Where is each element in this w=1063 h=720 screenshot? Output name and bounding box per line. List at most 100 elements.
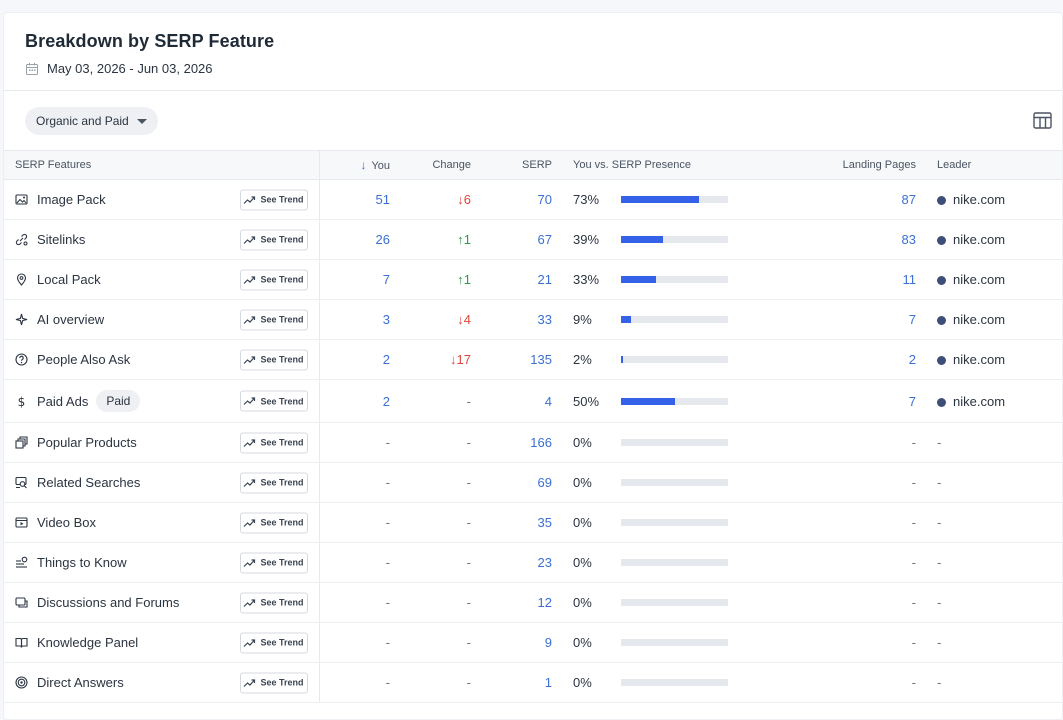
serp-cell: 12 xyxy=(471,582,552,623)
see-trend-button[interactable]: See Trend xyxy=(239,592,308,613)
see-trend-button[interactable]: See Trend xyxy=(239,309,308,330)
svg-text:$: $ xyxy=(18,395,26,408)
col-header-you-label: You xyxy=(371,160,390,172)
landing-value[interactable]: 83 xyxy=(901,232,916,247)
presence-percent: 9% xyxy=(573,312,592,327)
landing-value: - xyxy=(911,475,916,490)
see-trend-button[interactable]: See Trend xyxy=(239,672,308,693)
presence-bar xyxy=(621,479,728,486)
presence-bar-fill xyxy=(621,356,624,363)
feature-things-to-know: Things to Know xyxy=(15,555,319,570)
serp-value[interactable]: 33 xyxy=(537,312,552,327)
presence-wrap: 0% xyxy=(573,515,792,530)
feature-knowledge-panel: Knowledge Panel xyxy=(15,635,319,650)
serp-value[interactable]: 135 xyxy=(530,352,552,367)
table-row: Things to Know See Trend - - 23 0% - - xyxy=(4,542,1062,583)
landing-value: - xyxy=(911,595,916,610)
see-trend-button[interactable]: See Trend xyxy=(239,552,308,573)
you-value[interactable]: 2 xyxy=(382,352,390,367)
leader-value: - xyxy=(937,675,942,690)
feature-related-searches: Related Searches xyxy=(15,475,319,490)
col-header-presence[interactable]: You vs. SERP Presence xyxy=(552,150,792,180)
feature-label: Sitelinks xyxy=(37,232,86,247)
landing-value[interactable]: 11 xyxy=(902,272,917,287)
columns-settings-icon[interactable] xyxy=(1033,112,1052,129)
see-trend-button[interactable]: See Trend xyxy=(239,632,308,653)
serp-value[interactable]: 23 xyxy=(537,555,552,570)
col-header-serp[interactable]: SERP xyxy=(471,150,552,180)
landing-value[interactable]: 87 xyxy=(901,192,916,207)
see-trend-button[interactable]: See Trend xyxy=(239,189,308,210)
you-value[interactable]: 3 xyxy=(382,312,390,327)
presence-wrap: 33% xyxy=(573,272,792,287)
see-trend-button[interactable]: See Trend xyxy=(239,432,308,453)
feature-label: Knowledge Panel xyxy=(37,635,139,650)
col-header-leader[interactable]: Leader xyxy=(916,150,1062,180)
leader-dot-icon xyxy=(937,316,946,325)
feature-discussions-and-forums: Discussions and Forums xyxy=(15,595,319,610)
presence-cell: 39% xyxy=(552,219,792,260)
change-cell: ↑1 xyxy=(390,219,471,260)
change-cell: - xyxy=(390,542,471,583)
landing-value: - xyxy=(911,675,916,690)
presence-bar xyxy=(621,236,728,243)
see-trend-label: See Trend xyxy=(260,677,304,688)
landing-value[interactable]: 7 xyxy=(908,393,916,409)
leader-dot-icon xyxy=(937,397,946,407)
serp-cell: 33 xyxy=(471,299,552,340)
serp-value[interactable]: 69 xyxy=(537,475,552,490)
feature-cell: Related Searches See Trend xyxy=(4,462,320,503)
col-header-you[interactable]: ↓ You xyxy=(319,150,390,180)
you-value[interactable]: 2 xyxy=(382,393,390,409)
you-cell: - xyxy=(319,462,390,503)
change-cell: - xyxy=(390,462,471,503)
see-trend-button[interactable]: See Trend xyxy=(239,269,308,290)
you-value[interactable]: 26 xyxy=(375,232,390,247)
col-header-landing[interactable]: Landing Pages xyxy=(792,150,916,180)
traffic-type-dropdown[interactable]: Organic and Paid xyxy=(25,107,158,135)
serp-value[interactable]: 70 xyxy=(537,192,552,207)
serp-value[interactable]: 1 xyxy=(544,675,552,690)
serp-value[interactable]: 21 xyxy=(537,272,552,287)
landing-value[interactable]: 2 xyxy=(908,352,916,367)
see-trend-button[interactable]: See Trend xyxy=(239,390,308,412)
presence-percent: 0% xyxy=(573,635,592,650)
see-trend-button[interactable]: See Trend xyxy=(239,349,308,370)
col-header-features[interactable]: SERP Features xyxy=(4,150,320,180)
presence-percent: 73% xyxy=(573,192,600,207)
paid-badge: Paid xyxy=(96,390,141,412)
you-value: - xyxy=(385,635,390,650)
target-icon xyxy=(15,676,28,689)
trend-line-icon xyxy=(244,275,256,284)
you-cell: - xyxy=(319,662,390,703)
leader-value: - xyxy=(937,595,942,610)
see-trend-label: See Trend xyxy=(260,314,304,325)
presence-bar xyxy=(621,559,728,566)
landing-cell: - xyxy=(792,582,916,623)
see-trend-label: See Trend xyxy=(260,396,304,406)
question-icon xyxy=(15,353,28,366)
serp-value[interactable]: 35 xyxy=(537,515,552,530)
serp-value[interactable]: 12 xyxy=(537,595,552,610)
change-cell: - xyxy=(390,622,471,663)
you-value[interactable]: 7 xyxy=(382,272,390,287)
see-trend-button[interactable]: See Trend xyxy=(239,512,308,533)
you-value[interactable]: 51 xyxy=(375,192,390,207)
landing-cell: 87 xyxy=(792,179,916,220)
serp-value[interactable]: 166 xyxy=(530,435,552,450)
serp-value[interactable]: 9 xyxy=(544,635,552,650)
serp-value[interactable]: 67 xyxy=(537,232,552,247)
landing-value[interactable]: 7 xyxy=(908,312,916,327)
col-header-change[interactable]: Change xyxy=(390,150,471,180)
table-row: AI overview See Trend 3 ↓4 33 9% 7 nike.… xyxy=(4,299,1062,340)
table-row: $ Paid Ads Paid See Trend 2 - 4 50% 7 ni… xyxy=(4,379,1062,423)
serp-value[interactable]: 4 xyxy=(544,393,552,409)
presence-wrap: 0% xyxy=(573,475,792,490)
see-trend-button[interactable]: See Trend xyxy=(239,472,308,493)
location-pin-icon xyxy=(16,273,27,286)
feature-label: Paid Ads xyxy=(37,393,89,409)
table-row: Discussions and Forums See Trend - - 12 … xyxy=(4,582,1062,623)
see-trend-button[interactable]: See Trend xyxy=(239,229,308,250)
landing-value: - xyxy=(911,555,916,570)
trend-line-icon xyxy=(244,438,256,447)
